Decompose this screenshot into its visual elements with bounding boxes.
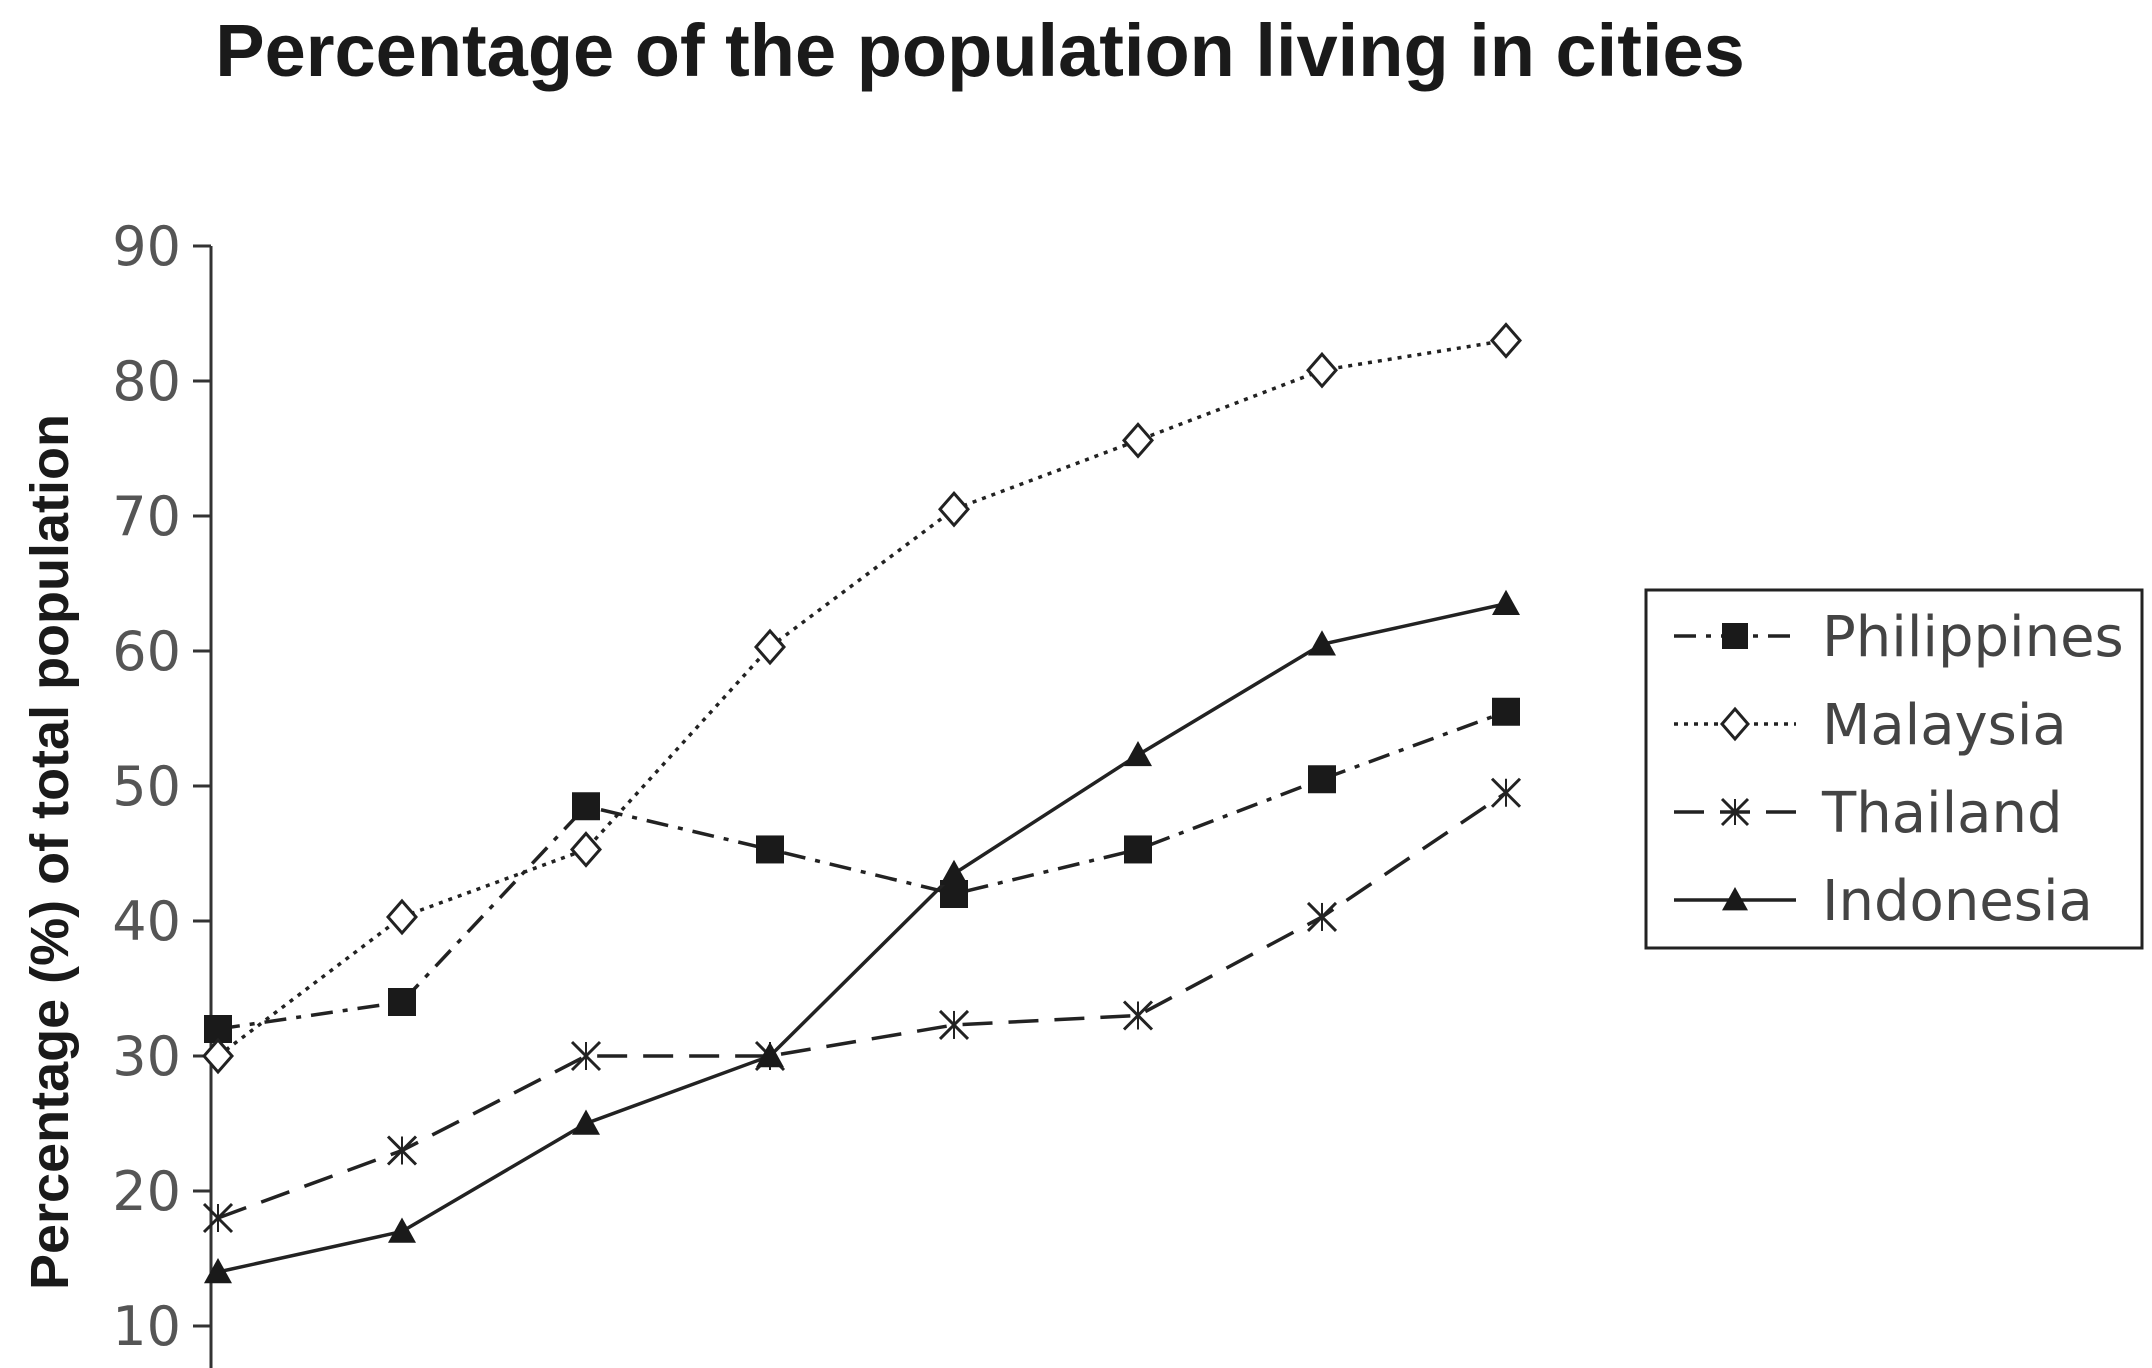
- marker-cross: [1490, 777, 1522, 808]
- series-lines: [202, 322, 1522, 1284]
- legend: Philippines Malaysia Thailand Indonesia: [1644, 588, 2144, 950]
- marker-cross: [202, 1202, 234, 1234]
- legend-item-indonesia: Indonesia: [1674, 869, 2093, 934]
- legend-item-philippines: Philippines: [1674, 605, 2124, 670]
- legend-label: Philippines: [1822, 605, 2124, 670]
- marker-square: [1492, 697, 1520, 726]
- series-thailand: [202, 777, 1522, 1234]
- marker-diamond: [1306, 351, 1338, 389]
- marker-triangle: [756, 1042, 784, 1068]
- marker-cross: [386, 1135, 418, 1166]
- marker-square: [756, 835, 784, 864]
- marker-diamond: [386, 898, 418, 936]
- marker-diamond: [754, 628, 786, 666]
- legend-item-malaysia: Malaysia: [1674, 693, 2067, 758]
- marker-cross: [938, 1009, 970, 1041]
- y-tick-label: 80: [112, 350, 181, 413]
- y-tick-label: 70: [112, 485, 181, 548]
- marker-triangle: [572, 1109, 600, 1135]
- marker-cross: [1306, 901, 1338, 933]
- y-axis-label: Percentage (%) of total population: [20, 414, 80, 1290]
- marker-cross: [1720, 797, 1750, 827]
- marker-square: [1308, 765, 1336, 794]
- legend-box: [1644, 588, 2144, 950]
- legend-label: Thailand: [1821, 781, 2063, 846]
- y-tick-label: 60: [112, 620, 181, 683]
- y-tick-label: 40: [112, 890, 181, 953]
- marker-square: [1722, 623, 1748, 649]
- legend-label: Indonesia: [1822, 869, 2093, 934]
- series-line: [217, 710, 1507, 1031]
- marker-cross: [1122, 1000, 1154, 1031]
- series-philippines: [204, 697, 1520, 1043]
- y-tick-label: 10: [112, 1295, 181, 1358]
- marker-diamond: [1720, 706, 1750, 742]
- marker-triangle: [1308, 630, 1336, 656]
- marker-triangle: [204, 1258, 232, 1284]
- y-axis: 10 20 30 40 50 60 70 80 90: [112, 215, 213, 1368]
- series-malaysia: [202, 322, 1522, 1075]
- marker-square: [572, 792, 600, 821]
- chart-title: Percentage of the population living in c…: [215, 9, 1745, 92]
- marker-square: [388, 988, 416, 1016]
- marker-diamond: [938, 490, 970, 528]
- marker-triangle: [1722, 887, 1748, 911]
- marker-diamond: [1490, 322, 1522, 359]
- y-tick-label: 20: [112, 1160, 181, 1223]
- marker-triangle: [940, 859, 968, 885]
- y-tick-label: 50: [112, 755, 181, 818]
- y-tick-label: 30: [112, 1025, 181, 1088]
- marker-diamond: [570, 831, 602, 868]
- marker-triangle: [1492, 589, 1520, 615]
- marker-cross: [570, 1040, 602, 1072]
- legend-item-thailand: Thailand: [1674, 781, 2063, 846]
- y-tick-label: 90: [112, 215, 181, 278]
- marker-triangle: [388, 1217, 416, 1243]
- legend-label: Malaysia: [1822, 693, 2067, 758]
- series-line: [217, 791, 1507, 1220]
- marker-square: [1124, 835, 1152, 864]
- series-line: [217, 602, 1507, 1274]
- marker-triangle: [1124, 740, 1152, 767]
- marker-diamond: [202, 1037, 234, 1075]
- series-line: [216, 338, 1507, 1058]
- series-indonesia: [204, 589, 1520, 1284]
- marker-diamond: [1122, 422, 1154, 459]
